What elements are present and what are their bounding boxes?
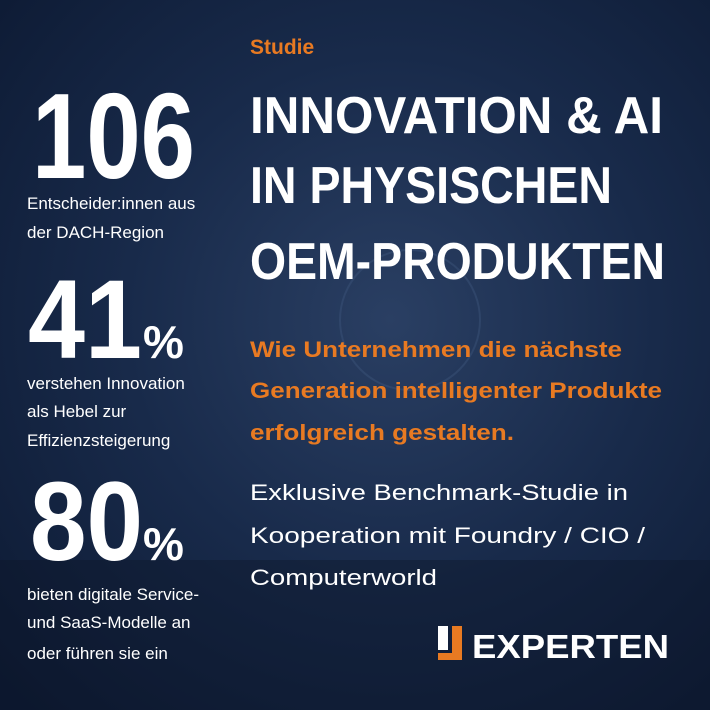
title-line: INNOVATION & AI [250,87,663,145]
stat-unit: % [143,518,184,570]
subtitle-line: erfolgreich gestalten. [250,420,514,445]
stat-text: oder führen sie ein [27,644,168,663]
logo-text: EXPERTEN [472,628,669,665]
subtitle-line: Generation intelligenter Produkte [250,378,662,403]
stat-text: verstehen Innovation [27,374,185,393]
logo-icon [438,626,462,660]
stat-text: und SaaS-Modelle an [27,613,191,632]
decor-circle [339,249,481,391]
title-line: OEM-PRODUKTEN [250,233,665,291]
label: Studie [250,36,314,59]
stat-unit: % [143,316,184,368]
stat-text: der DACH-Region [27,223,164,242]
stat-number: 41 [28,257,142,382]
stat-text: Entscheider:innen aus [27,194,195,213]
stat-text: Effizienzsteigerung [27,431,170,450]
title-line: IN PHYSISCHEN [250,157,612,215]
decor-shade [0,560,710,710]
stat-number: 106 [32,68,195,204]
description-line: Computerworld [250,565,437,590]
subtitle-line: Wie Unternehmen die nächste [250,337,622,362]
description-line: Exklusive Benchmark-Studie in [250,480,628,505]
stat-number: 80 [30,459,143,584]
description-line: Kooperation mit Foundry / CIO / [250,523,646,548]
stat-text: als Hebel zur [27,402,127,421]
stat-text: bieten digitale Service- [27,585,199,604]
